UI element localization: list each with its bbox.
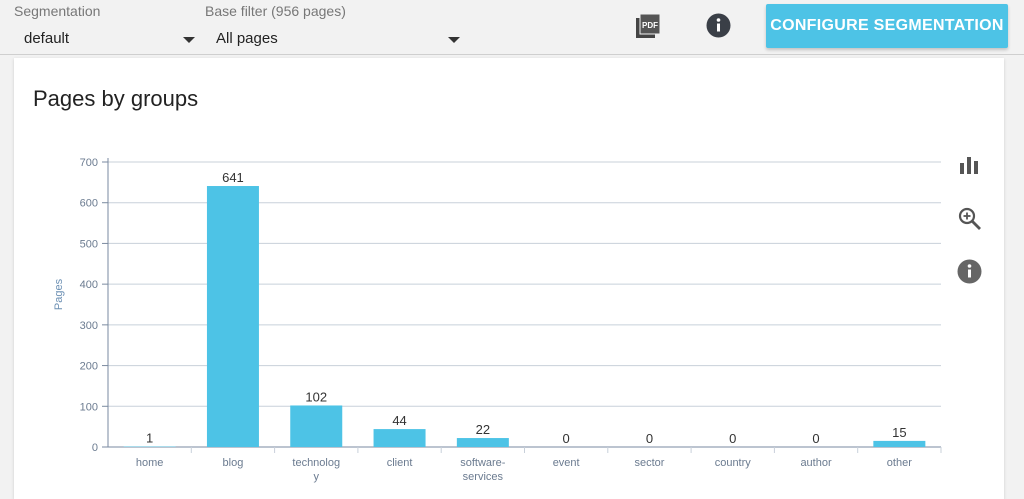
- x-tick-label: client: [387, 457, 413, 469]
- y-axis-label: Pages: [53, 278, 65, 310]
- x-tick-label: blog: [223, 457, 244, 469]
- x-tick-label: sector: [634, 457, 664, 469]
- bar-chart: 0 100 200 300 400 500 600 700 Pages 1 home 641 blog 1…: [53, 157, 942, 483]
- x-tick-label: author: [800, 457, 832, 469]
- top-toolbar: Segmentation default Base filter (956 pa…: [0, 0, 1024, 55]
- y-tick-label: 200: [80, 361, 98, 373]
- data-label: 1: [146, 431, 153, 446]
- bar-blog: [206, 186, 259, 447]
- data-label: 0: [646, 431, 653, 446]
- y-tick-label: 0: [92, 442, 98, 454]
- info-icon[interactable]: [706, 13, 731, 38]
- bar-software-services: [456, 438, 509, 447]
- base-filter-chevron-down-icon[interactable]: [448, 37, 460, 43]
- chart-card: Pages by groups 0 100 200 300 400 500 600 700 Pa…: [14, 58, 1004, 499]
- segmentation-select[interactable]: default: [24, 30, 70, 47]
- y-tick-label: 400: [80, 279, 98, 291]
- y-tick-label: 300: [80, 320, 98, 332]
- bar-technology: [290, 405, 343, 447]
- x-tick-label: services: [463, 471, 504, 483]
- data-label: 0: [729, 431, 736, 446]
- data-label: 0: [812, 431, 819, 446]
- data-label: 102: [305, 389, 327, 404]
- pdf-export-icon[interactable]: PDF: [634, 12, 662, 40]
- data-label: 0: [563, 431, 570, 446]
- bar-client: [373, 429, 426, 447]
- base-filter-select[interactable]: All pages: [216, 30, 278, 47]
- data-label: 641: [222, 170, 244, 185]
- chart-title: Pages by groups: [33, 86, 199, 111]
- zoom-in-icon[interactable]: [957, 206, 983, 232]
- chart-info-icon[interactable]: [957, 259, 982, 284]
- segmentation-label: Segmentation: [14, 3, 101, 19]
- y-tick-label: 500: [80, 238, 98, 250]
- segmentation-chevron-down-icon[interactable]: [183, 37, 195, 43]
- x-tick-label: event: [553, 457, 580, 469]
- bar-other: [873, 440, 926, 447]
- data-label: 15: [892, 425, 906, 440]
- x-tick-label: country: [715, 457, 752, 469]
- y-tick-label: 100: [80, 401, 98, 413]
- pdf-icon-text: PDF: [642, 21, 658, 30]
- configure-segmentation-button[interactable]: CONFIGURE SEGMENTATION: [766, 4, 1008, 48]
- y-tick-label: 700: [80, 157, 98, 169]
- data-label: 44: [392, 413, 406, 428]
- x-tick-label: y: [314, 471, 320, 483]
- y-tick-label: 600: [80, 198, 98, 210]
- x-tick-label: technolog: [292, 457, 340, 469]
- base-filter-label: Base filter (956 pages): [205, 3, 346, 19]
- bar-chart-icon[interactable]: [958, 153, 982, 177]
- data-label: 22: [476, 422, 490, 437]
- x-tick-label: other: [887, 457, 912, 469]
- x-tick-label: home: [136, 457, 164, 469]
- x-tick-label: software-: [460, 457, 506, 469]
